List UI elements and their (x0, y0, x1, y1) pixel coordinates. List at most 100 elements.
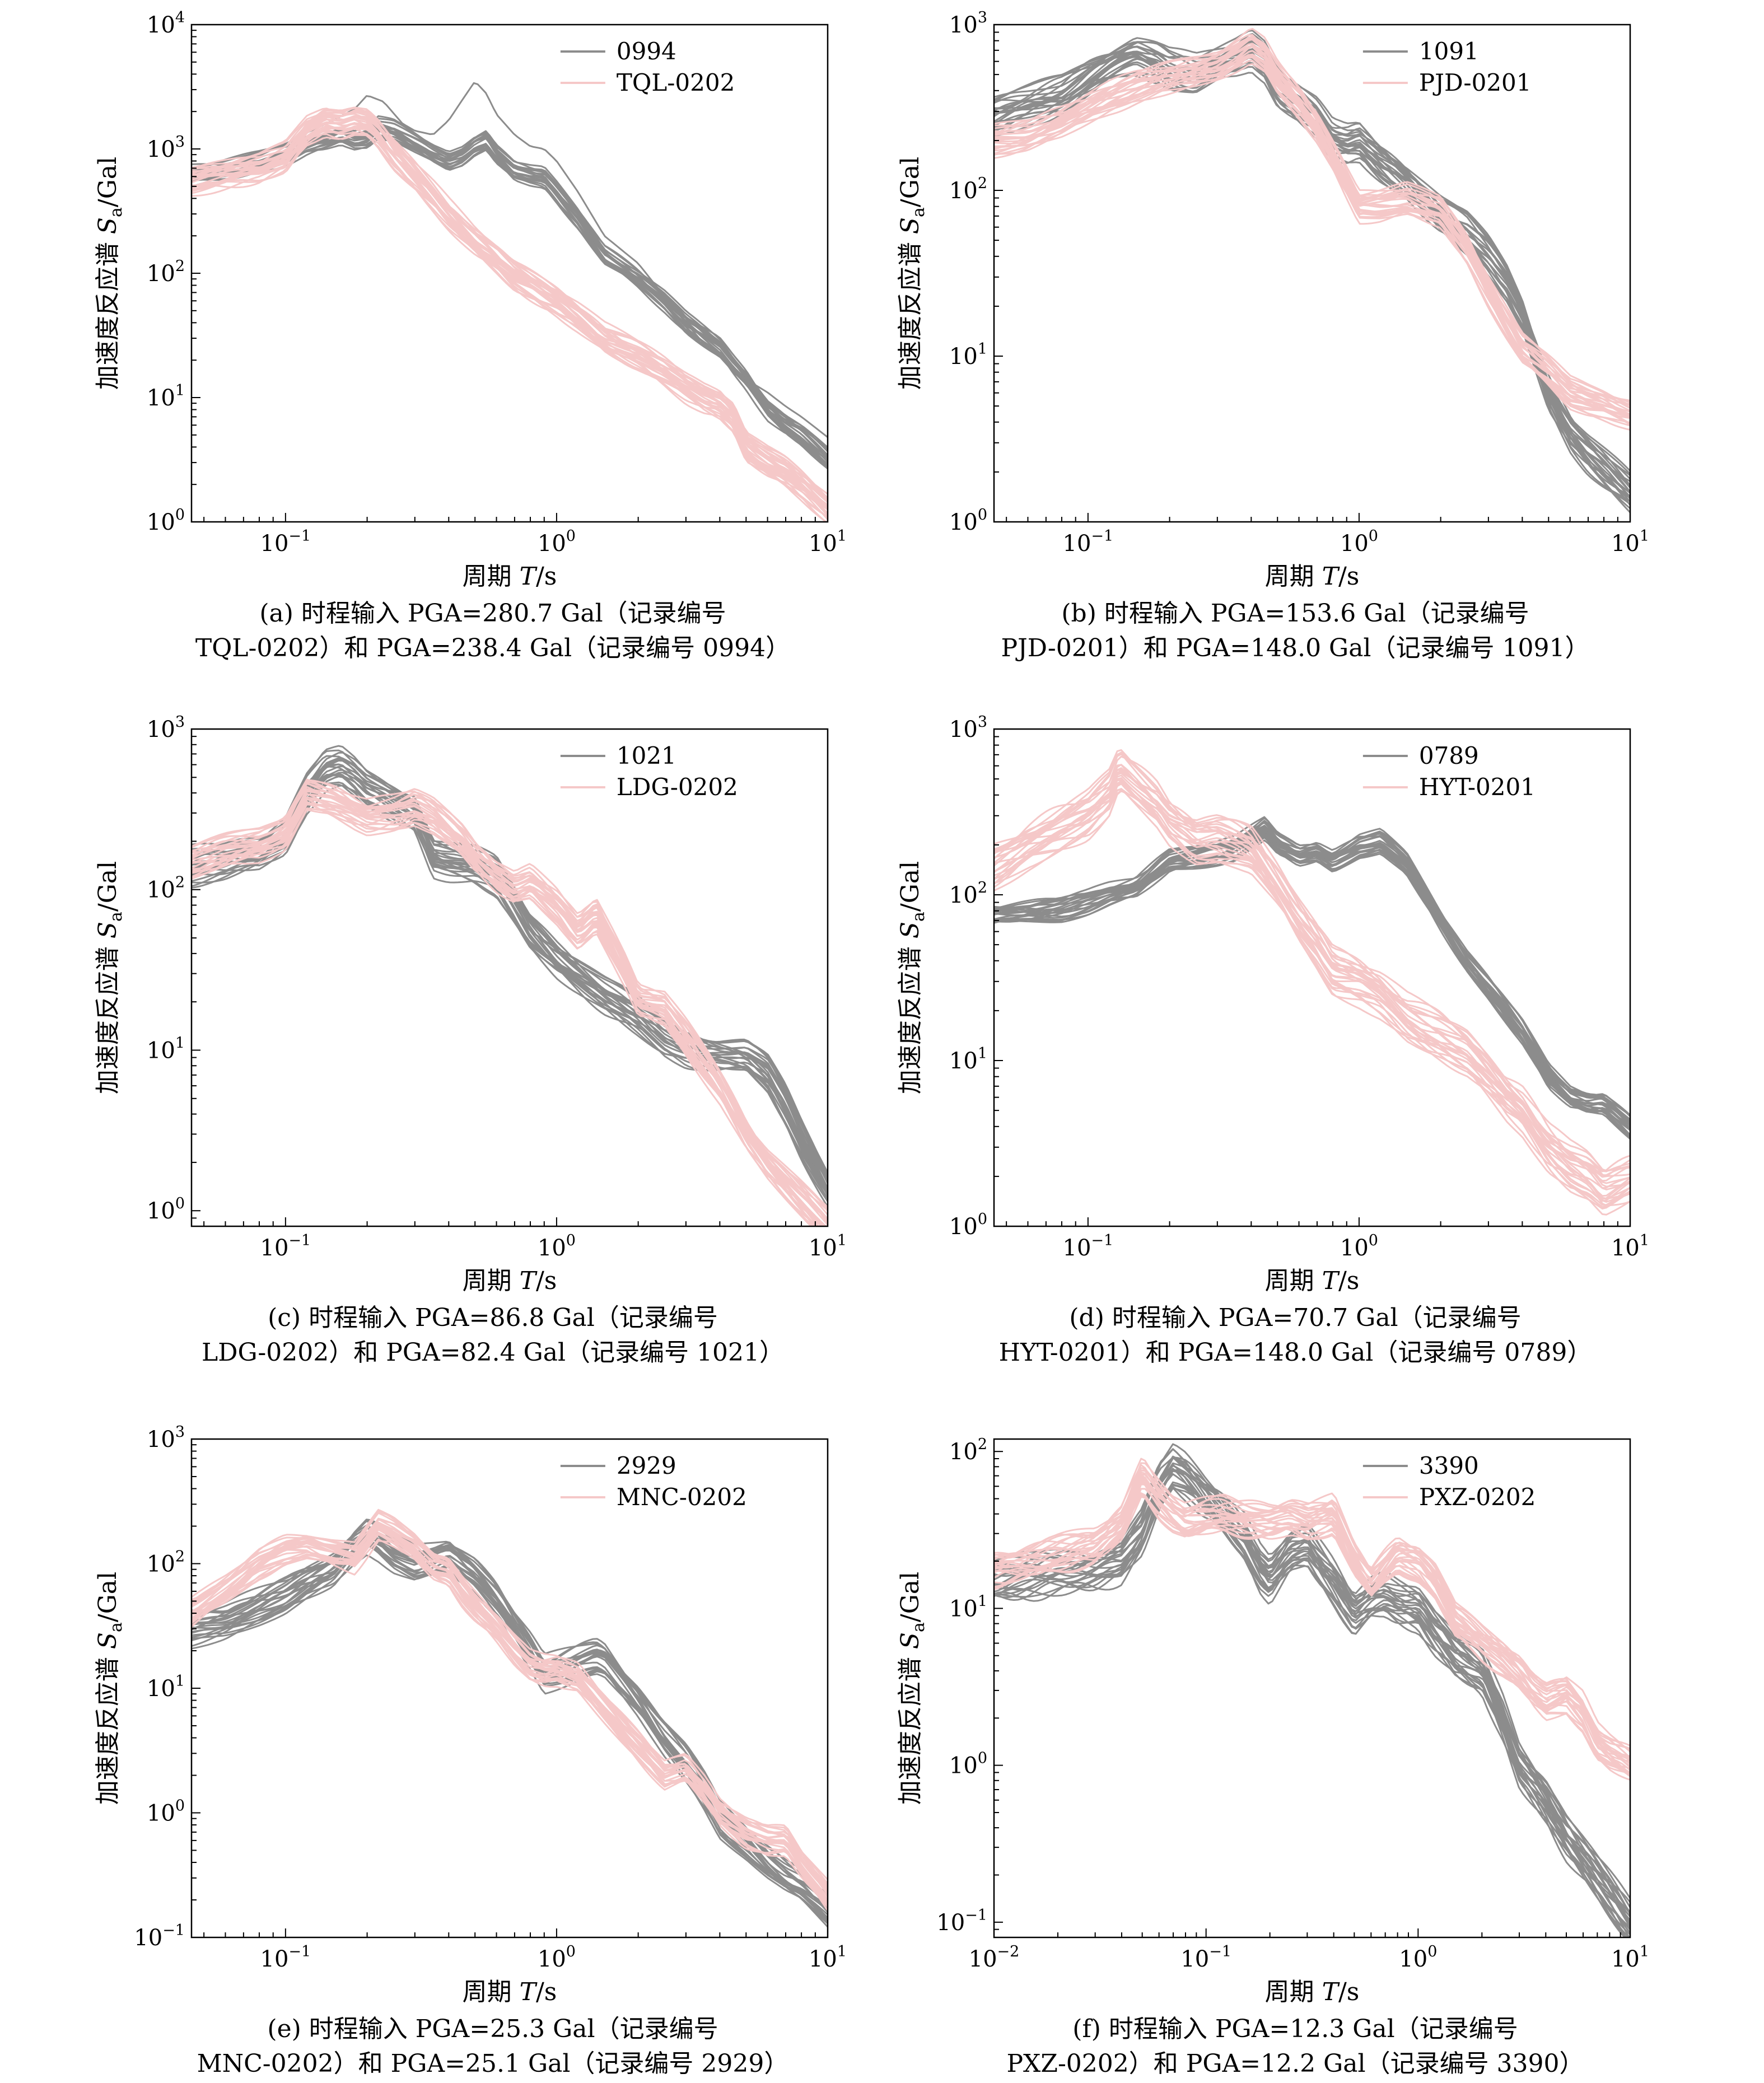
spectrum-curve (994, 1488, 1630, 1781)
legend: 1091 PJD-0201 (1362, 38, 1532, 96)
spectrum-curve (192, 125, 828, 515)
spectrum-curve (192, 1540, 828, 1921)
spectrum-curve (994, 821, 1630, 1125)
legend-label: 1091 (1419, 38, 1479, 65)
panel-caption: HYT-0201）和 PGA=148.0 Gal（记录编号 0789） (999, 1338, 1592, 1367)
y-tick-label: 101 (147, 1034, 185, 1063)
ticks (994, 728, 1631, 1227)
spectrum-curve (994, 59, 1630, 426)
y-tick-label: 102 (949, 175, 987, 204)
spectrum-curve (192, 1538, 828, 1903)
ticks (192, 728, 828, 1227)
legend-label: 0789 (1419, 742, 1479, 769)
spectrum-curve (994, 834, 1630, 1130)
x-tick-label: 100 (538, 1232, 576, 1261)
x-tick-label: 100 (1399, 1943, 1437, 1972)
y-tick-label: 103 (949, 9, 987, 38)
x-axis-label: 周期 T/s (463, 1267, 557, 1295)
x-axis-label: 周期 T/s (463, 1978, 557, 2006)
spectrum-curve (192, 127, 828, 520)
y-tick-label: 101 (147, 1673, 185, 1702)
spectrum-curve (994, 824, 1630, 1117)
y-tick-label: 103 (147, 713, 185, 742)
spectrum-curve (994, 831, 1630, 1123)
spectrum-curve (994, 772, 1630, 1182)
y-axis-label: 加速度反应谱 Sa/Gal (896, 1572, 928, 1805)
panel-caption: PXZ-0202）和 PGA=12.2 Gal（记录编号 3390） (1006, 2049, 1584, 2078)
spectrum-curve (192, 122, 828, 514)
legend: 0789 HYT-0201 (1362, 742, 1536, 801)
y-tick-label: 102 (949, 879, 987, 908)
plot-frame (993, 728, 1631, 1227)
spectrum-curve (994, 1462, 1630, 1915)
spectrum-curve (192, 793, 826, 1226)
legend: 3390 PXZ-0202 (1362, 1452, 1536, 1511)
spectrum-curve (192, 1526, 828, 1910)
plot-area (192, 82, 828, 522)
series-TQL-0202 (192, 106, 828, 522)
spectrum-curve (192, 111, 828, 500)
x-tick-label: 101 (1611, 1232, 1649, 1261)
x-tick-label: 100 (538, 1943, 576, 1972)
spectrum-curve (994, 780, 1630, 1208)
spectrum-curve (994, 755, 1630, 1173)
spectrum-curve (994, 832, 1630, 1137)
plot-area (192, 1508, 828, 1928)
spectrum-curve (192, 798, 823, 1226)
panel-e: 10−1 100 101 10−1 100 101 102 103 周期 T/s 加速度反应谱 S… (94, 1423, 847, 2078)
x-tick-label: 100 (538, 527, 576, 557)
panel-caption: MNC-0202）和 PGA=25.1 Gal（记录编号 2929） (197, 2049, 789, 2078)
panel-d: 10−1 100 101 100 101 102 103 周期 T/s 加速度反应谱 Sa/Ga… (896, 713, 1649, 1367)
spectrum-curve (994, 749, 1630, 1172)
plot-frame (190, 1438, 829, 1939)
spectrum-curve (192, 789, 824, 1226)
series-2929 (192, 1519, 828, 1928)
spectrum-curve (192, 801, 827, 1226)
spectrum-curve (994, 764, 1630, 1176)
y-tick-label: 103 (147, 133, 185, 162)
spectrum-curve (994, 1469, 1630, 1933)
spectrum-curve (192, 133, 828, 522)
series-MNC-0202 (192, 1508, 828, 1911)
legend-label: MNC-0202 (617, 1483, 747, 1511)
spectrum-curve (994, 27, 1630, 406)
panel-caption: (a) 时程输入 PGA=280.7 Gal（记录编号 (259, 599, 726, 628)
y-tick-label: 103 (949, 713, 987, 742)
x-axis-label: 周期 T/s (1265, 1267, 1360, 1295)
spectrum-curve (192, 1534, 828, 1908)
y-tick-label: 100 (147, 1797, 185, 1827)
spectrum-curve (994, 1474, 1630, 1762)
spectrum-curve (994, 821, 1630, 1124)
panel-caption: (d) 时程输入 PGA=70.7 Gal（记录编号 (1069, 1304, 1521, 1332)
y-tick-label: 103 (147, 1423, 185, 1453)
spectrum-curve (192, 1520, 828, 1906)
panel-f: 10−2 10−1 100 101 10−1 100 101 102 周期 T/s 加速度反应谱 … (896, 1436, 1649, 2078)
spectrum-curve (192, 108, 828, 499)
y-tick-label: 102 (147, 258, 185, 287)
y-tick-label: 10−1 (134, 1922, 185, 1951)
panel-caption: (b) 时程输入 PGA=153.6 Gal（记录编号 (1061, 599, 1529, 628)
y-tick-label: 101 (949, 1592, 987, 1622)
legend-label: LDG-0202 (617, 773, 738, 801)
legend-label: 0994 (617, 38, 676, 65)
y-axis-label: 加速度反应谱 Sa/Gal (94, 157, 126, 390)
spectrum-curve (994, 38, 1630, 407)
y-tick-label: 10−1 (936, 1907, 987, 1936)
spectrum-curve (192, 1519, 828, 1895)
spectrum-curve (994, 830, 1630, 1128)
legend-label: 3390 (1419, 1452, 1479, 1479)
spectrum-curve (994, 790, 1630, 1207)
y-tick-label: 101 (147, 382, 185, 411)
spectrum-curve (192, 127, 828, 516)
spectrum-curve (192, 118, 828, 510)
legend: 1021 LDG-0202 (560, 742, 738, 801)
panel-caption: PJD-0201）和 PGA=148.0 Gal（记录编号 1091） (1001, 634, 1590, 662)
ticks (192, 24, 828, 522)
y-tick-label: 102 (147, 874, 185, 903)
spectrum-curve (192, 1508, 828, 1880)
x-axis-label: 周期 T/s (463, 562, 557, 591)
y-tick-label: 100 (147, 1195, 185, 1224)
legend-label: 2929 (617, 1452, 676, 1479)
spectrum-curve (192, 793, 828, 1220)
spectrum-curve (994, 1473, 1630, 1759)
